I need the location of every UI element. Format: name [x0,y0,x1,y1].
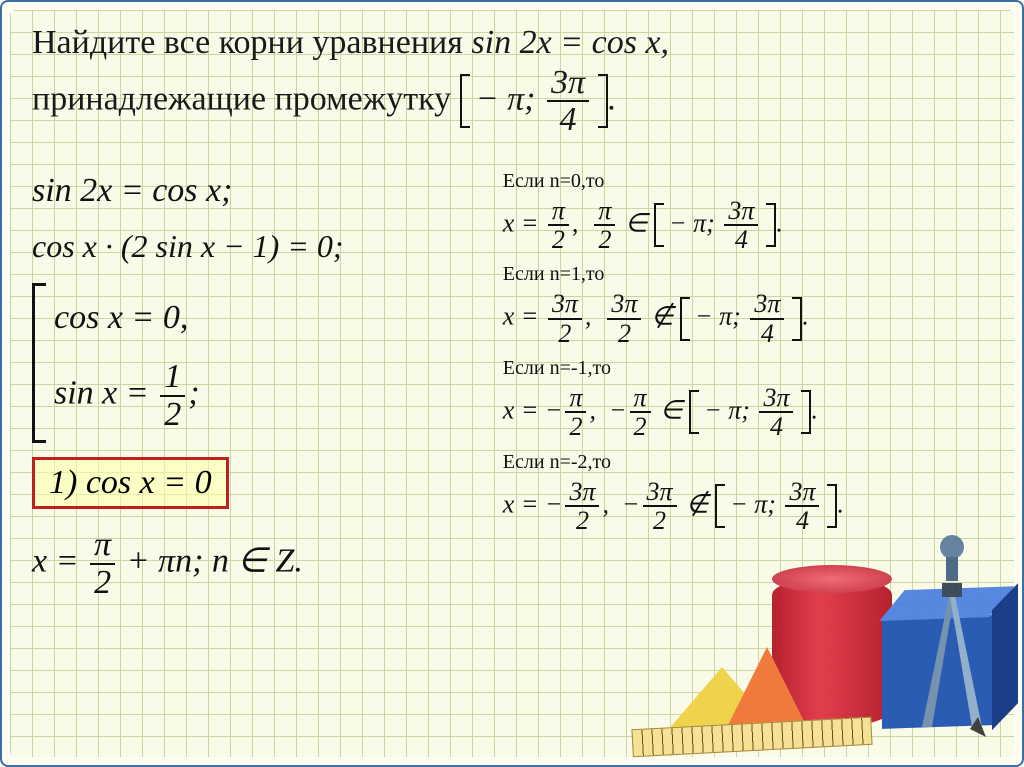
title-equation: sin 2x = cos x, [471,24,669,61]
system-bracket [32,283,46,443]
general-solution: x = π2 + πn; n ∈ Z. [32,527,493,600]
cond-n1: Если n=1,то [503,263,992,286]
title-line2: принадлежащие промежутку [32,80,451,117]
sys-eq1: cos x = 0, [54,299,200,337]
cond-nm2: Если n=-2,то [503,451,992,474]
case-n1: x = 3π2, 3π2 ∉ − π; 3π4. [503,290,992,347]
case-nm1: x = −π2, −π2 ∈ − π; 3π4. [503,384,992,441]
title-line1: Найдите все корни уравнения [32,24,463,61]
case-n0: x = π2, π2 ∈ − π; 3π4. [503,197,992,254]
boxed-case: 1) cos x = 0 [32,457,229,509]
slide-content: Найдите все корни уравнения sin 2x = cos… [2,2,1022,638]
cond-nm1: Если n=-1,то [503,357,992,380]
interval-main: − π; 3π4 [460,65,608,138]
solution-right: Если n=0,то x = π2, π2 ∈ − π; 3π4. Если … [493,162,992,618]
case-nm2: x = −3π2, −3π2 ∉ − π; 3π4. [503,478,992,535]
eq1: sin 2x = cos x; [32,172,493,210]
eq2: cos x · (2 sin x − 1) = 0; [32,228,493,265]
solution-left: sin 2x = cos x; cos x · (2 sin x − 1) = … [32,162,493,618]
cond-n0: Если n=0,то [503,170,992,193]
problem-statement: Найдите все корни уравнения sin 2x = cos… [32,22,992,138]
sys-eq2: sin x = 12; [54,359,200,432]
